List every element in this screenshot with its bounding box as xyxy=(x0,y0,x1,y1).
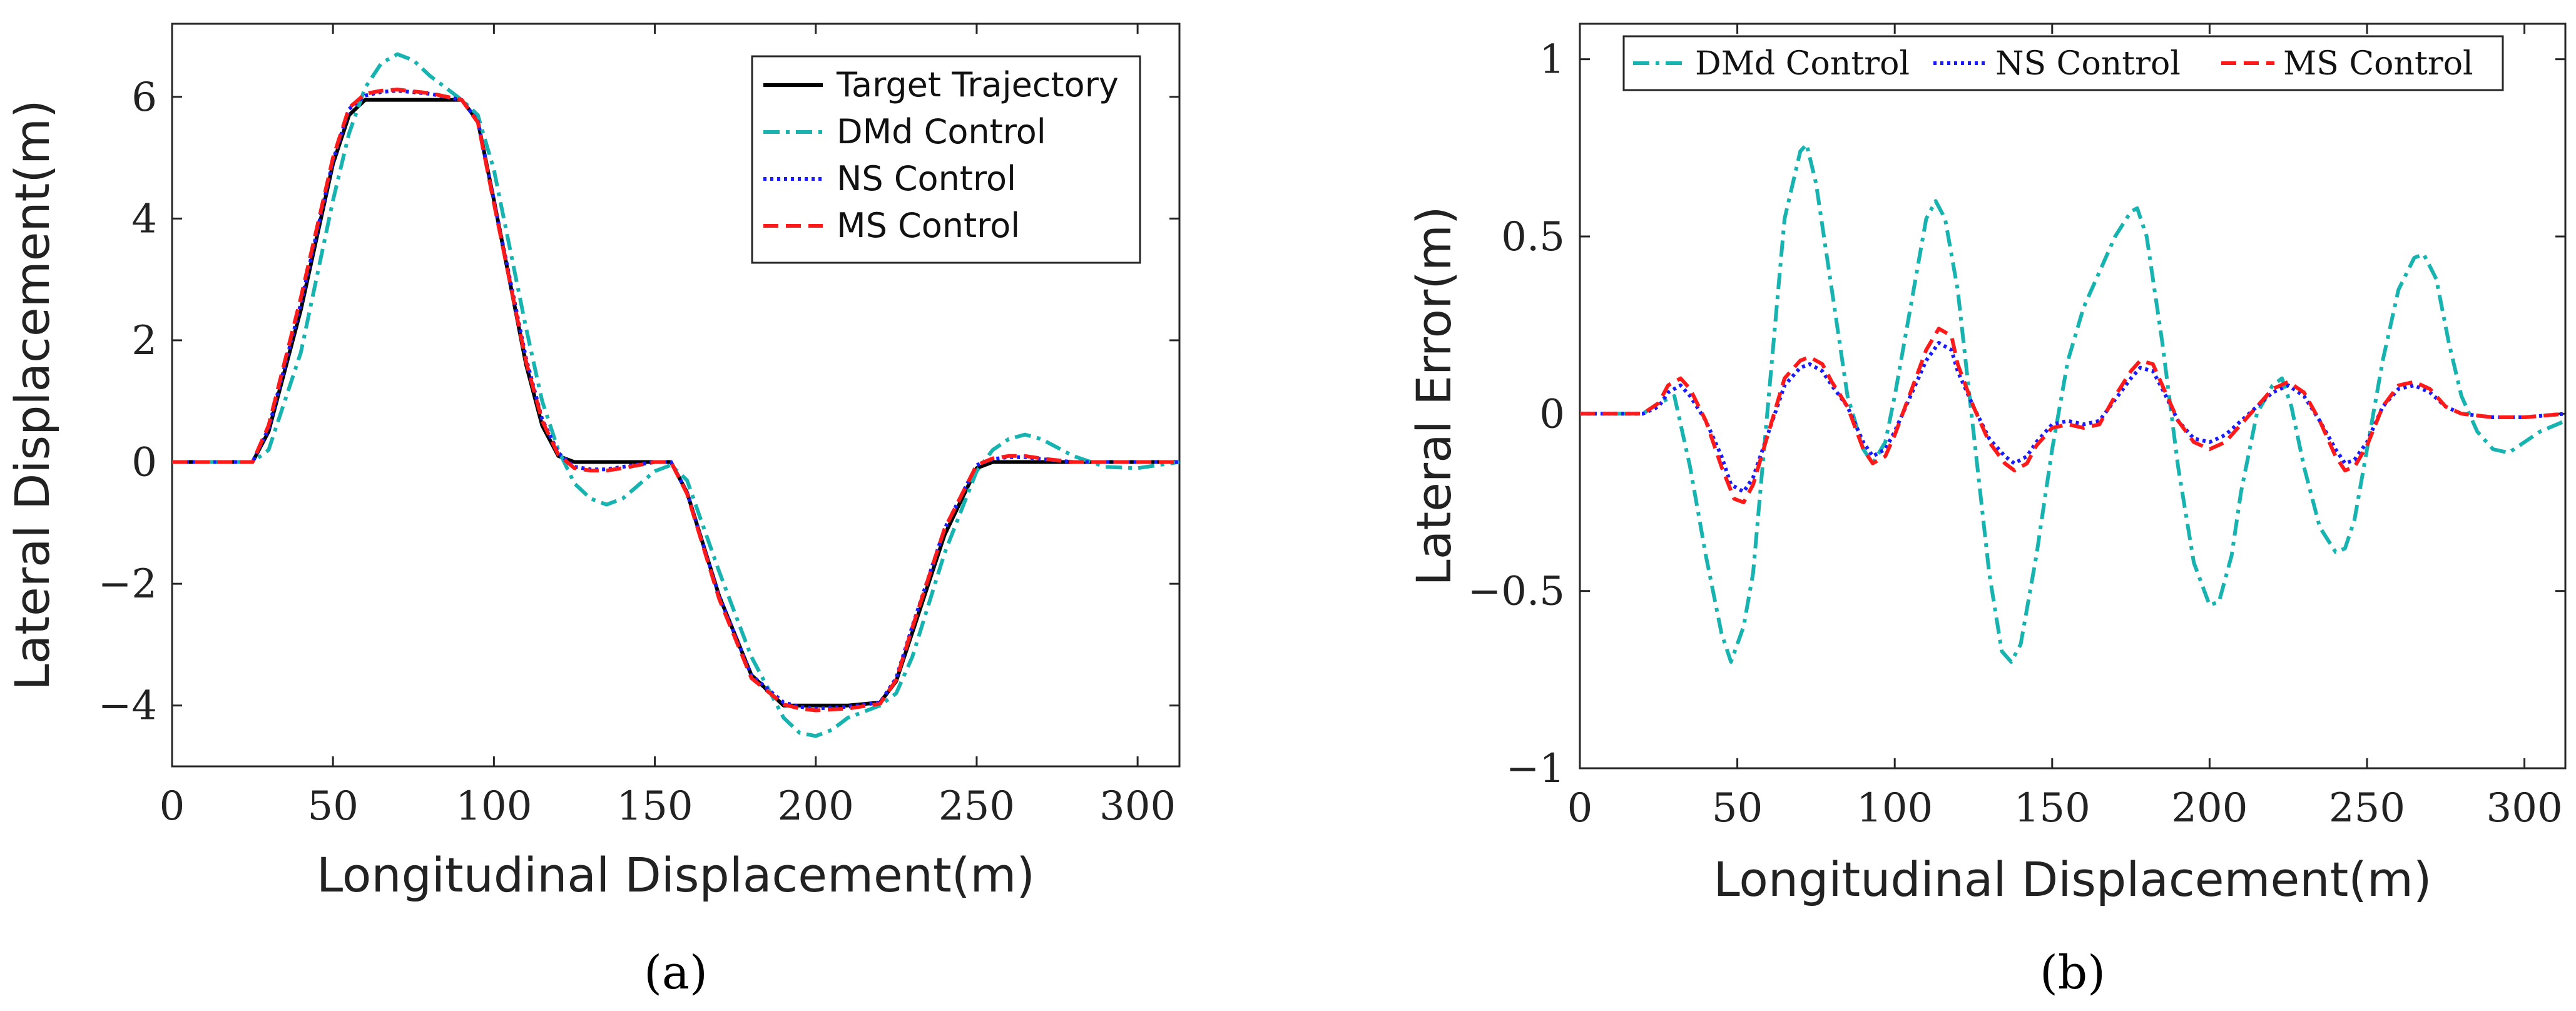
x-tick-label: 100 xyxy=(1856,785,1933,831)
x-tick-label: 300 xyxy=(1099,783,1176,830)
x-tick-label: 100 xyxy=(456,783,532,830)
y-tick-label: −1 xyxy=(1506,746,1565,792)
x-axis-label: Longitudinal Displacement(m) xyxy=(317,847,1035,903)
legend-label: MS Control xyxy=(837,206,1020,245)
series-line-dmd-control xyxy=(172,52,1179,738)
x-tick-label: 250 xyxy=(939,783,1015,830)
x-tick-label: 0 xyxy=(160,783,185,830)
x-tick-label: 200 xyxy=(2171,785,2248,831)
plot-area xyxy=(1579,23,2567,770)
y-tick-label: −0.5 xyxy=(1468,569,1565,615)
y-tick-label: −2 xyxy=(98,561,157,607)
panel-caption: (b) xyxy=(2040,946,2105,1000)
x-tick-label: 300 xyxy=(2487,785,2563,831)
legend-label: DMd Control xyxy=(1695,45,1910,83)
chart-b-svg: 0 50 100 150 200 250 300 −1 −0.5 0 0.5 1 DMd Control… xyxy=(1406,23,2567,1000)
legend-label: NS Control xyxy=(837,159,1016,198)
chart-a-svg: 0 50 100 150 200 250 300 −4 −2 0 2 4 6 Target Traject… xyxy=(4,23,1181,1000)
x-tick-label: 50 xyxy=(1712,785,1763,831)
x-tick-label: 200 xyxy=(778,783,854,830)
series-line-ms-control xyxy=(172,88,1179,713)
legend-box xyxy=(751,55,1141,264)
y-tick-label: 0.5 xyxy=(1501,214,1565,260)
x-tick-label: 50 xyxy=(307,783,358,830)
y-tick-label: 2 xyxy=(131,318,157,364)
y-tick-label: 4 xyxy=(131,196,157,242)
y-tick-label: 0 xyxy=(131,440,157,486)
series-line-dmd-control xyxy=(1580,142,2565,664)
x-tick-label: 150 xyxy=(616,783,693,830)
y-axis-label: Lateral Error(m) xyxy=(1406,206,1462,586)
x-tick-label: 250 xyxy=(2329,785,2405,831)
y-tick-label: −4 xyxy=(98,683,157,729)
y-tick-label: 6 xyxy=(131,74,157,121)
y-tick-label: 0 xyxy=(1539,391,1565,437)
panel-caption: (a) xyxy=(644,946,708,1000)
y-axis-label: Lateral Displacement(m) xyxy=(4,99,60,690)
series-group xyxy=(172,52,1179,738)
legend-label: DMd Control xyxy=(837,112,1046,151)
legend-label: Target Trajectory xyxy=(836,65,1119,104)
series-line-ms-control xyxy=(1580,327,2565,504)
chart-panel-b: 0 50 100 150 200 250 300 −1 −0.5 0 0.5 1 DMd Control… xyxy=(1289,0,2576,1011)
y-tick-label: 1 xyxy=(1539,37,1565,83)
legend-label: MS Control xyxy=(2283,45,2473,83)
x-tick-label: 150 xyxy=(2014,785,2090,831)
chart-panel-a: 0 50 100 150 200 250 300 −4 −2 0 2 4 6 Target Traject… xyxy=(4,23,1181,1000)
series-line-ns-control xyxy=(1580,341,2565,494)
series-group xyxy=(1580,142,2565,664)
x-tick-label: 0 xyxy=(1567,785,1593,831)
legend-box xyxy=(1622,35,2504,91)
legend-label: NS Control xyxy=(1995,45,2181,83)
x-axis-label: Longitudinal Displacement(m) xyxy=(1713,851,2431,907)
